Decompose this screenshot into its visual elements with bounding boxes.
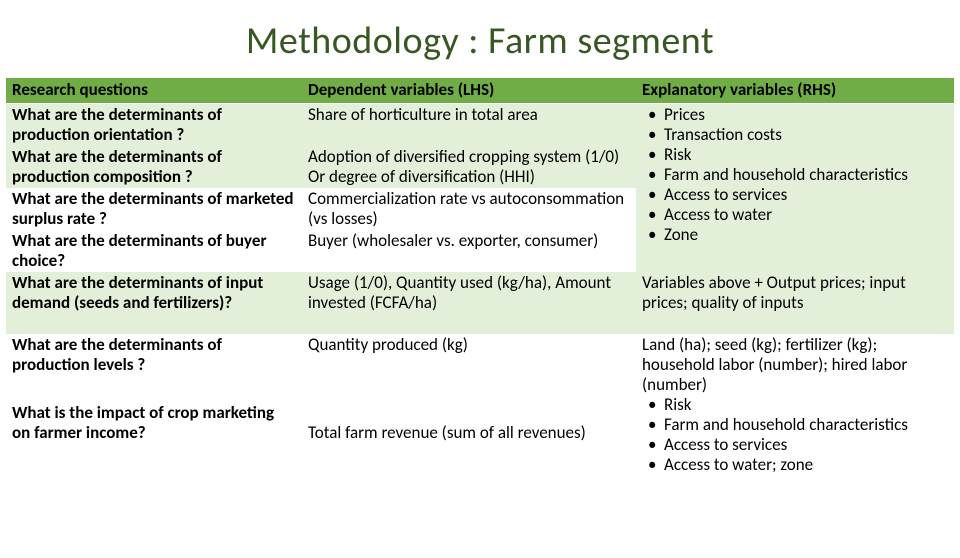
q-r7-text: What is the impact of crop marketing on … — [12, 402, 274, 443]
d-r5: Usage (1/0), Quantity used (kg/ha), Amou… — [302, 272, 636, 334]
q-r7: What is the impact of crop marketing on … — [6, 382, 302, 502]
header-dependent: Dependent variables (LHS) — [302, 78, 636, 104]
e-r67-bullet-list: Risk Farm and household characteristics … — [642, 395, 948, 475]
e-top-bullet-list: Prices Transaction costs Risk Farm and h… — [642, 105, 948, 245]
bullet-item: Prices — [648, 105, 948, 125]
column-dependent: Dependent variables (LHS) Share of horti… — [302, 78, 636, 502]
bullet-item: Farm and household characteristics — [648, 165, 948, 185]
d-r3: Commercialization rate vs autoconsommati… — [302, 188, 636, 230]
bullet-item: Zone — [648, 225, 948, 245]
q-r4: What are the determinants of buyer choic… — [6, 230, 302, 272]
e-r67-lead: Land (ha); seed (kg); fertilizer (kg); h… — [642, 334, 907, 395]
q-r2: What are the determinants of production … — [6, 146, 302, 188]
q-r1: What are the determinants of production … — [6, 104, 302, 146]
methodology-table: Research questions What are the determin… — [0, 78, 960, 502]
bullet-item: Access to water; zone — [648, 455, 948, 475]
bullet-item: Access to services — [648, 185, 948, 205]
column-questions: Research questions What are the determin… — [6, 78, 302, 502]
d-r7: Total farm revenue (sum of all revenues) — [302, 382, 636, 502]
d-r4: Buyer (wholesaler vs. exporter, consumer… — [302, 230, 636, 272]
e-r1-r4: Prices Transaction costs Risk Farm and h… — [636, 104, 954, 272]
bullet-item: Transaction costs — [648, 125, 948, 145]
e-r5: Variables above + Output prices; input p… — [636, 272, 954, 334]
e-r6-r7: Land (ha); seed (kg); fertilizer (kg); h… — [636, 334, 954, 502]
header-explanatory: Explanatory variables (RHS) — [636, 78, 954, 104]
d-r2: Adoption of diversified cropping system … — [302, 146, 636, 188]
d-r6: Quantity produced (kg) — [302, 334, 636, 382]
slide-title: Methodology : Farm segment — [0, 18, 960, 64]
q-r5: What are the determinants of input deman… — [6, 272, 302, 334]
bullet-item: Risk — [648, 145, 948, 165]
bullet-item: Access to services — [648, 435, 948, 455]
column-explanatory: Explanatory variables (RHS) Prices Trans… — [636, 78, 954, 502]
q-r6: What are the determinants of production … — [6, 334, 302, 382]
bullet-item: Farm and household characteristics — [648, 415, 948, 435]
d-r7-text: Total farm revenue (sum of all revenues) — [308, 422, 586, 443]
q-r3: What are the determinants of marketed su… — [6, 188, 302, 230]
d-r1: Share of horticulture in total area — [302, 104, 636, 146]
slide: Methodology : Farm segment Research ques… — [0, 18, 960, 558]
bullet-item: Access to water — [648, 205, 948, 225]
header-questions: Research questions — [6, 78, 302, 104]
bullet-item: Risk — [648, 395, 948, 415]
